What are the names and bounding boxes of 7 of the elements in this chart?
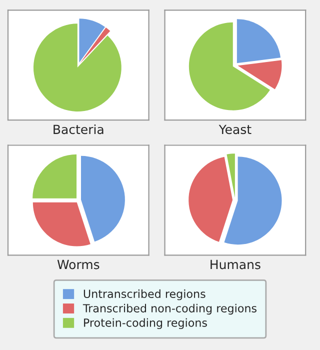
legend-label: Protein-coding regions <box>84 318 207 330</box>
legend-label: Untranscribed regions <box>84 289 206 300</box>
text: Yeast <box>218 124 252 134</box>
text: Humans <box>210 260 260 270</box>
text: Bacteria <box>54 124 104 134</box>
legend-label: Transcribed non-coding regions <box>82 304 256 315</box>
text: Worms <box>57 260 100 270</box>
